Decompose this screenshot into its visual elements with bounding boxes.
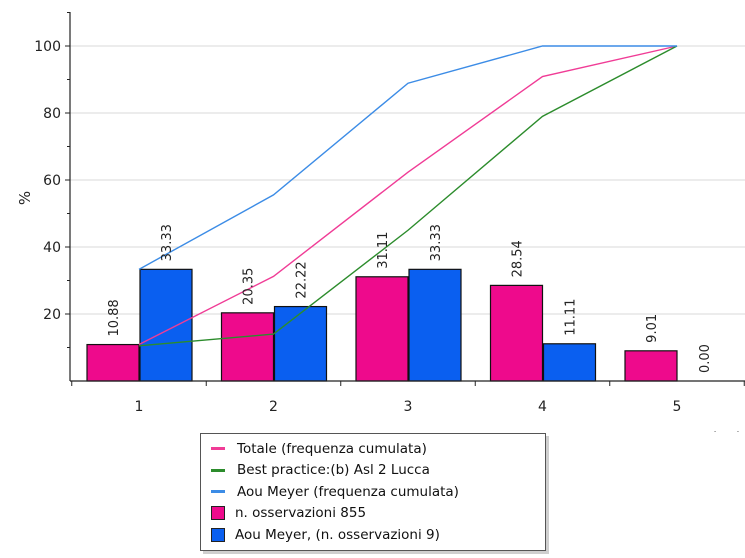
y-tick-label: 60 xyxy=(43,173,61,189)
legend-label: Aou Meyer (frequenza cumulata) xyxy=(237,483,459,500)
x-tick-label: 3 xyxy=(404,399,413,415)
bar-series1-1 xyxy=(86,343,140,382)
line-series-2 xyxy=(138,45,678,347)
y-tick-label: 40 xyxy=(43,240,61,256)
bar-series2-1 xyxy=(139,268,193,382)
data-label: 9.01 xyxy=(645,314,660,343)
bar-series1-5 xyxy=(624,350,678,382)
data-label: 28.54 xyxy=(511,240,526,277)
bar-series2-4 xyxy=(542,343,597,382)
data-label: 33.33 xyxy=(160,224,175,261)
legend-item: n. osservazioni 855 xyxy=(207,503,545,525)
x-tick-label: 1 xyxy=(135,399,144,415)
x-tick-label: 4 xyxy=(538,399,547,415)
cumulative-lines xyxy=(138,45,678,347)
legend-line-swatch xyxy=(211,447,225,451)
data-label: 22.22 xyxy=(295,261,310,298)
data-label: 11.11 xyxy=(564,299,579,336)
legend-item: Totale (frequenza cumulata) xyxy=(207,438,545,460)
data-label: 31.11 xyxy=(376,232,391,269)
y-tick-label: 100 xyxy=(34,39,61,55)
legend-label: Totale (frequenza cumulata) xyxy=(237,440,427,457)
legend-label: Aou Meyer, (n. osservazioni 9) xyxy=(235,526,440,543)
line-series-3 xyxy=(138,45,677,270)
line-series-1 xyxy=(138,45,678,346)
legend-label: Best practice:(b) Asl 2 Lucca xyxy=(237,462,430,479)
bars xyxy=(86,268,678,382)
x-tick-label: 2 xyxy=(269,399,278,415)
grid-lines xyxy=(70,45,745,315)
data-label: 33.33 xyxy=(429,224,444,261)
legend-item: Aou Meyer (frequenza cumulata) xyxy=(207,481,545,503)
legend-label: n. osservazioni 855 xyxy=(235,505,367,522)
data-label: 20.35 xyxy=(242,268,257,305)
legend-box-swatch xyxy=(211,506,225,521)
legend-line-swatch xyxy=(211,468,225,472)
y-tick-label: 20 xyxy=(43,307,61,323)
bar-series2-3 xyxy=(408,268,462,382)
legend-line-swatch xyxy=(211,490,225,494)
legend-item: Best practice:(b) Asl 2 Lucca xyxy=(207,460,545,482)
y-tick-label: 80 xyxy=(43,106,61,122)
bar-series1-2 xyxy=(220,312,275,382)
legend-item: Aou Meyer, (n. osservazioni 9) xyxy=(207,524,545,546)
axes: 20 40 60 80 100 1 2 3 4 5 xyxy=(34,12,745,415)
legend: Totale (frequenza cumulata) Best practice… xyxy=(200,433,546,551)
bar-series2-2 xyxy=(273,305,328,382)
data-label: 0.00 xyxy=(698,344,713,373)
legend-box-swatch xyxy=(211,527,225,542)
bar-series1-3 xyxy=(355,276,409,382)
x-axis-label: opzioni xyxy=(686,429,740,432)
data-label: 10.88 xyxy=(107,299,122,336)
y-axis-label: % xyxy=(16,191,34,205)
bar-series1-4 xyxy=(489,284,544,382)
data-labels: 10.88 20.35 31.11 28.54 9.01 33.33 22.22 33.33 1… xyxy=(107,224,713,373)
x-tick-label: 5 xyxy=(673,399,682,415)
chart-area: 20 40 60 80 100 1 2 3 4 5 10.88 20.35 31.11 28.54 9.0… xyxy=(16,12,745,432)
